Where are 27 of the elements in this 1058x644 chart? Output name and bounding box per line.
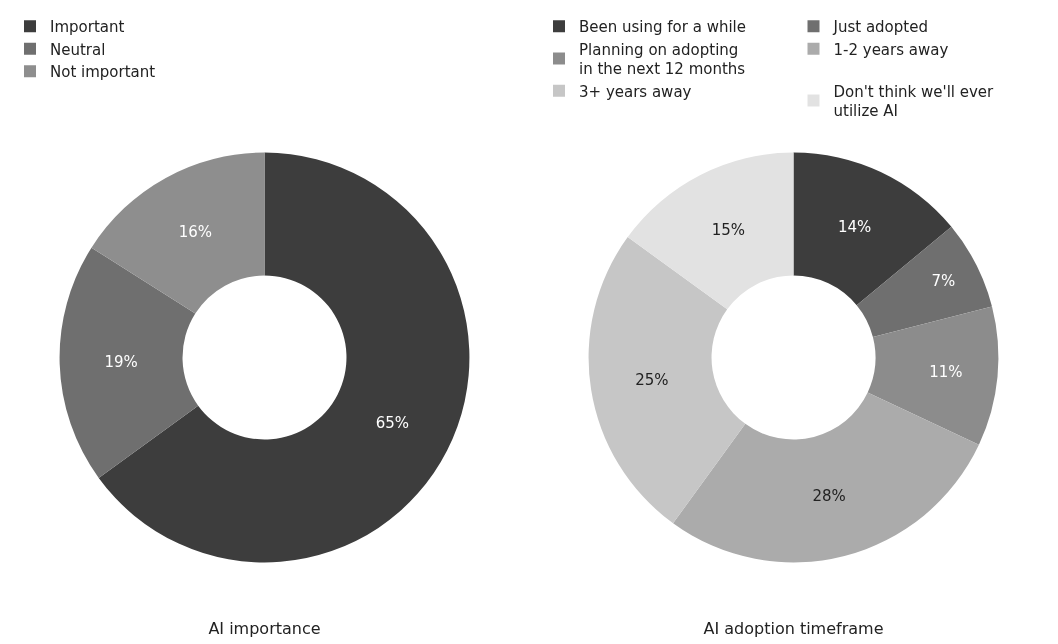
legend-label: 3+ years away xyxy=(579,82,692,101)
donut-slice xyxy=(98,152,470,563)
legend-label: Don't think we'll ever utilize AI xyxy=(833,82,995,121)
donut-slice xyxy=(588,237,746,524)
data-label: 7% xyxy=(931,272,956,291)
text: AI adoption timeframe xyxy=(703,619,884,639)
legend-label: Important xyxy=(50,18,125,37)
data-label: 11% xyxy=(929,362,963,381)
data-label: 25% xyxy=(635,370,669,389)
legend-label: Planning on adopting in the next 12 months xyxy=(579,40,746,79)
legend-label: 1-2 years away xyxy=(833,40,949,59)
legend-label: Neutral xyxy=(50,40,106,59)
donut-slice xyxy=(627,152,794,310)
donut-slice xyxy=(91,152,265,314)
data-label: 14% xyxy=(838,218,872,237)
donut-slice xyxy=(867,306,999,445)
legend-label: Not important xyxy=(50,63,156,82)
data-label: 15% xyxy=(711,220,746,239)
data-label: 16% xyxy=(178,222,213,241)
data-label: 19% xyxy=(104,353,138,371)
donut-slice xyxy=(673,392,979,563)
data-label: 65% xyxy=(375,413,409,432)
legend-label: Been using for a while xyxy=(579,18,746,37)
legend-label: Just adopted xyxy=(832,18,928,37)
data-label: 28% xyxy=(812,487,846,506)
donut-slice xyxy=(59,247,199,478)
text: AI importance xyxy=(208,619,321,639)
